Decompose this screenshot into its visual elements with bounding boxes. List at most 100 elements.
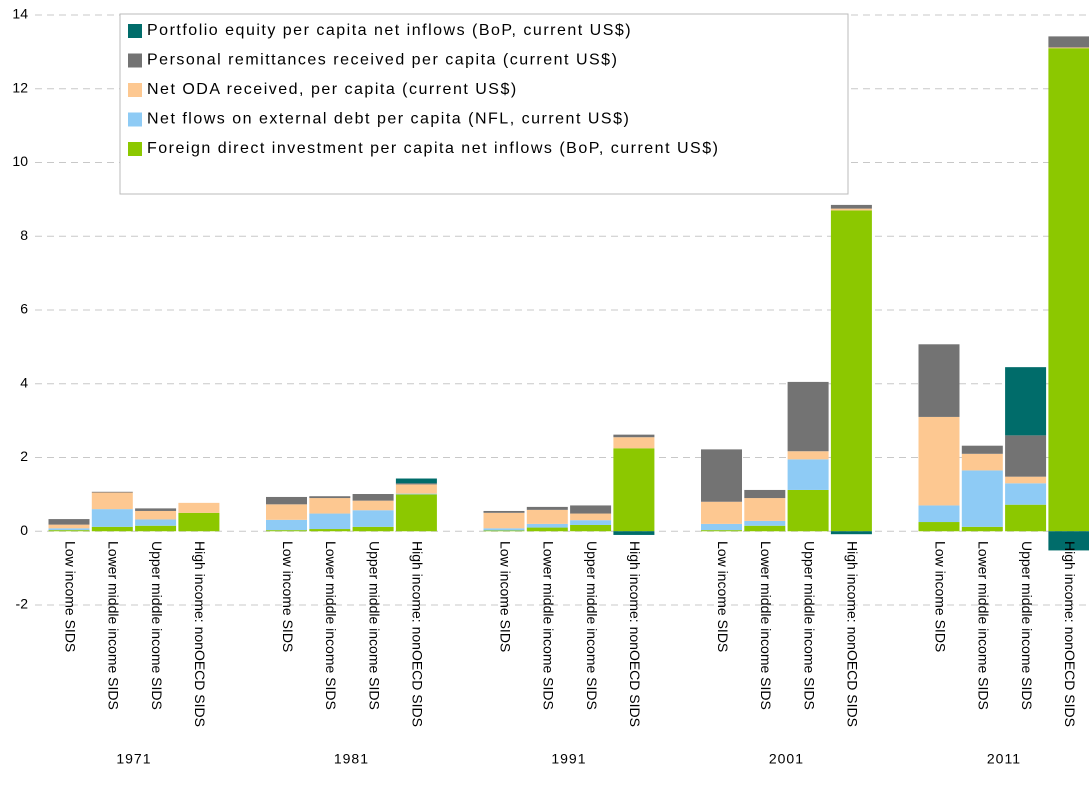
legend-swatch xyxy=(128,142,142,156)
bar-segment xyxy=(266,530,307,532)
bar-segment xyxy=(918,505,960,523)
bar-segment xyxy=(395,493,437,495)
bar-segment xyxy=(309,513,351,530)
bar-segment xyxy=(309,496,351,499)
bar-segment xyxy=(1048,36,1089,48)
bar-segment xyxy=(483,510,525,513)
group-label: 2011 xyxy=(987,751,1021,767)
y-tick-label: 14 xyxy=(12,6,28,22)
bar-segment xyxy=(701,530,742,532)
bar-segment xyxy=(352,500,394,511)
bar-segment xyxy=(48,524,90,529)
legend-label: Personal remittances received per capita… xyxy=(147,52,618,69)
bar-segment xyxy=(48,519,90,525)
bar-segment xyxy=(91,509,133,527)
bar-segment xyxy=(787,451,829,460)
bar-segment xyxy=(178,502,220,513)
legend-swatch xyxy=(128,53,142,68)
bar-segment xyxy=(483,528,525,531)
bar-segment xyxy=(613,531,655,535)
legend-label: Net ODA received, per capita (current US… xyxy=(147,81,518,98)
bar-segment xyxy=(701,449,742,502)
x-tick-label: Low income SIDS xyxy=(715,541,731,652)
bar-segment xyxy=(1005,367,1047,436)
bar-segment xyxy=(135,510,177,520)
bar-segment xyxy=(744,489,786,499)
x-tick-label: Lower middle income SIDS xyxy=(106,541,122,710)
legend-label: Net flows on external debt per capita (N… xyxy=(147,111,630,128)
bar-segment xyxy=(526,523,568,528)
bar-segment xyxy=(48,530,90,532)
y-tick-label: -2 xyxy=(16,596,29,612)
bar-segment xyxy=(483,530,525,532)
bar-segment xyxy=(787,381,829,452)
bar-segment xyxy=(395,494,437,532)
legend: Portfolio equity per capita net inflows … xyxy=(119,13,849,195)
bar-segment xyxy=(570,520,612,525)
legend-swatch xyxy=(128,24,142,38)
group-label: 1991 xyxy=(551,751,586,767)
legend-swatch xyxy=(128,112,142,127)
bar-segment xyxy=(178,512,220,532)
x-tick-label: Upper middle income SIDS xyxy=(149,541,165,710)
bar-segment xyxy=(613,448,655,532)
bar-segment xyxy=(266,519,307,531)
bar-segment xyxy=(1048,47,1089,49)
y-tick-label: 12 xyxy=(12,79,28,95)
bar-segment xyxy=(266,496,307,505)
bar-segment xyxy=(352,526,394,532)
bar-segment xyxy=(135,519,177,526)
bar-segment xyxy=(483,512,525,529)
x-tick-label: High income: nonOECD SIDS xyxy=(845,541,861,727)
x-tick-label: Low income SIDS xyxy=(932,541,948,652)
bar-segment xyxy=(526,509,568,524)
bar-segment xyxy=(395,484,437,494)
bar-segment xyxy=(526,506,568,510)
bar-segment xyxy=(744,520,786,526)
bar-segment xyxy=(830,210,872,532)
y-tick-label: 2 xyxy=(20,448,28,464)
bar-segment xyxy=(395,483,437,485)
bar-segment xyxy=(830,531,872,535)
bar-segment xyxy=(787,459,829,490)
legend-label: Portfolio equity per capita net inflows … xyxy=(147,22,632,39)
bar-segment xyxy=(1048,531,1089,551)
bar-segment xyxy=(961,445,1003,454)
legend-swatch xyxy=(128,83,142,97)
bar-segment xyxy=(787,489,829,532)
bar-segment xyxy=(395,478,437,484)
bar-segment xyxy=(1005,476,1047,484)
bar-segment xyxy=(918,522,960,532)
x-tick-label: High income: nonOECD SIDS xyxy=(192,541,208,727)
x-tick-label: Upper middle income SIDS xyxy=(366,541,382,710)
bar-segment xyxy=(526,527,568,532)
legend-box xyxy=(119,13,849,195)
bar-segment xyxy=(266,504,307,520)
x-tick-label: High income: nonOECD SIDS xyxy=(410,541,426,727)
bar-segment xyxy=(1005,435,1047,477)
bar-segment xyxy=(961,526,1003,532)
x-tick-label: Lower middle income SIDS xyxy=(541,541,557,710)
bar-segment xyxy=(91,526,133,532)
group-label: 1981 xyxy=(334,751,369,767)
y-tick-label: 8 xyxy=(20,227,28,243)
x-tick-label: Upper middle income SIDS xyxy=(801,541,817,710)
bar-segment xyxy=(613,434,655,438)
x-tick-label: Lower middle income SIDS xyxy=(976,541,992,710)
bar-segment xyxy=(830,208,872,211)
bar-segment xyxy=(91,491,133,493)
bar-segment xyxy=(1048,48,1089,532)
bar-segment xyxy=(91,492,133,510)
y-tick-label: 0 xyxy=(20,522,28,538)
bar-segment xyxy=(352,510,394,527)
bar-segment xyxy=(135,525,177,532)
x-tick-label: Low income SIDS xyxy=(280,541,296,652)
bar-segment xyxy=(961,470,1003,527)
x-tick-label: Low income SIDS xyxy=(62,541,78,652)
bar-segment xyxy=(830,204,872,209)
bar-segment xyxy=(918,344,960,417)
bar-segment xyxy=(701,501,742,524)
x-tick-label: High income: nonOECD SIDS xyxy=(1062,541,1078,727)
bar-segment xyxy=(135,508,177,511)
